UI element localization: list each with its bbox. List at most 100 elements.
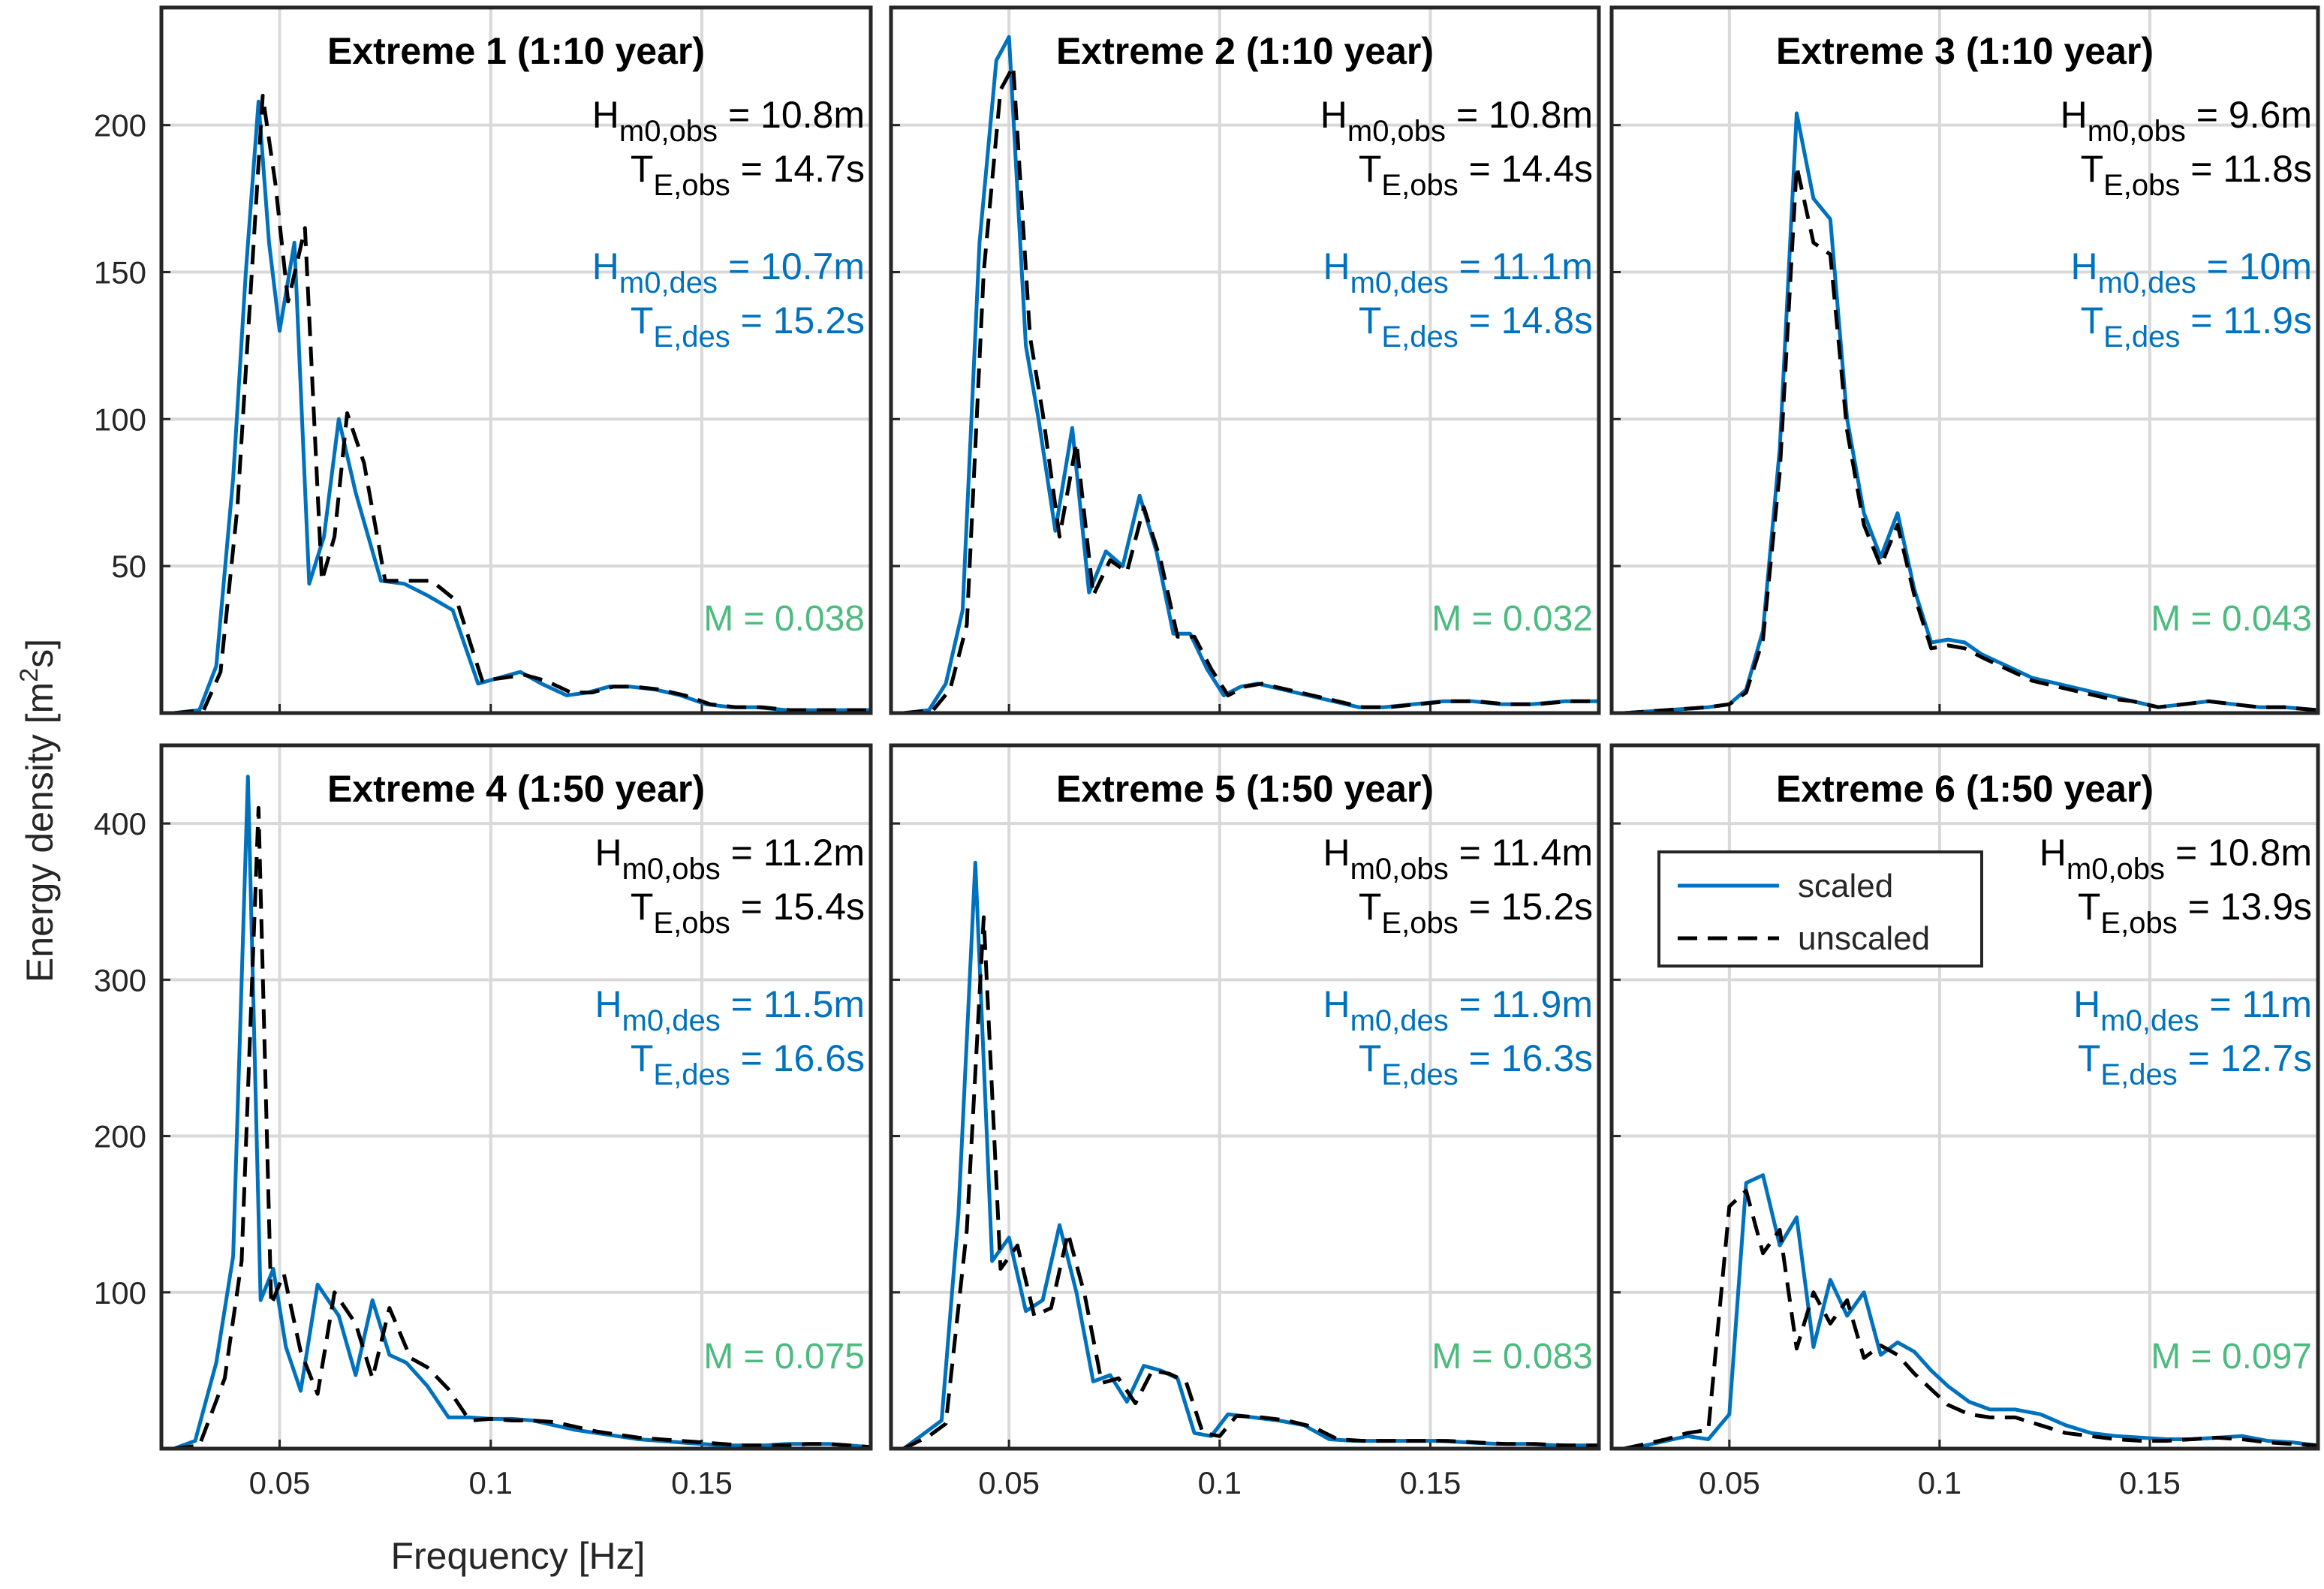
h-des-annotation: Hm0,des = 10.7m — [592, 245, 865, 299]
t-des-annotation-subscript: E,des — [653, 1058, 730, 1091]
panel-1: 50 100 150 200 Extreme 1 (1:10 year) Hm0,obs … — [94, 5, 873, 715]
series-unscaled-line — [903, 64, 1599, 715]
panel-2: Extreme 2 (1:10 year)Hm0,obs = 10.8mTE,o… — [889, 5, 1601, 715]
t-des-annotation-subscript: E,des — [1381, 321, 1458, 354]
y-axis-label-main: Energy density [m — [19, 682, 61, 983]
series-scaled-line — [173, 99, 871, 715]
h-obs-annotation: Hm0,obs = 10.8m — [592, 94, 865, 148]
x-tick-label: 0.15 — [2119, 1465, 2181, 1500]
t-obs-annotation-symbol: T — [631, 886, 654, 928]
h-des-annotation: Hm0,des = 11.5m — [595, 983, 865, 1037]
y-axis-label-tail: s] — [19, 639, 61, 668]
t-obs-annotation-symbol: T — [2078, 886, 2101, 928]
y-tick-label: 200 — [94, 1119, 146, 1154]
metric-annotation: M = 0.075 — [703, 1337, 865, 1377]
t-obs-annotation-symbol: T — [1359, 148, 1382, 190]
t-des-annotation-symbol: T — [631, 299, 654, 342]
h-obs-annotation-subscript: m0,obs — [2088, 115, 2186, 148]
h-des-annotation: Hm0,des = 11.1m — [1323, 245, 1593, 299]
h-des-annotation-value: = 11.5m — [721, 983, 865, 1025]
t-des-annotation-value: = 16.6s — [730, 1037, 865, 1079]
t-obs-annotation-subscript: E,obs — [653, 169, 730, 202]
y-tick-label: 300 — [94, 962, 146, 998]
h-des-annotation: Hm0,des = 10m — [2070, 245, 2312, 299]
x-tick-label: 0.1 — [1198, 1465, 1242, 1500]
y-tick-label: 100 — [94, 1275, 146, 1311]
h-obs-annotation-value: = 11.2m — [721, 832, 865, 874]
h-obs-annotation-symbol: H — [595, 832, 622, 874]
series-unscaled-line — [173, 805, 872, 1451]
x-tick-label: 0.05 — [978, 1465, 1040, 1500]
t-des-annotation-value: = 12.7s — [2178, 1037, 2312, 1079]
y-axis-label-sup: 2 — [15, 668, 44, 682]
h-obs-annotation-symbol: H — [592, 94, 619, 136]
series-scaled-line — [1624, 1173, 2319, 1451]
x-tick-label: 0.05 — [249, 1465, 311, 1500]
series-scaled-line — [902, 860, 1599, 1451]
t-des-annotation: TE,des = 11.9s — [2081, 299, 2312, 354]
h-des-annotation-symbol: H — [595, 983, 622, 1025]
panel-title: Extreme 5 (1:50 year) — [1056, 768, 1434, 810]
h-obs-annotation: Hm0,obs = 10.8m — [2040, 832, 2312, 886]
h-des-annotation-subscript: m0,des — [2100, 1004, 2199, 1037]
y-tick-label: 150 — [94, 255, 146, 290]
x-tick-label: 0.1 — [469, 1465, 513, 1500]
t-obs-annotation: TE,obs = 11.8s — [2081, 148, 2312, 202]
h-obs-annotation-symbol: H — [1323, 832, 1350, 874]
t-des-annotation-value: = 16.3s — [1459, 1037, 1593, 1079]
h-obs-annotation-value: = 9.6m — [2186, 94, 2312, 136]
t-des-annotation-symbol: T — [631, 1037, 654, 1079]
h-des-annotation-value: = 11.9m — [1449, 983, 1593, 1025]
t-obs-annotation: TE,obs = 14.4s — [1359, 148, 1593, 202]
h-obs-annotation: Hm0,obs = 11.4m — [1323, 832, 1593, 886]
t-des-annotation-symbol: T — [1359, 299, 1382, 342]
t-des-annotation-symbol: T — [2081, 299, 2104, 342]
panel-title: Extreme 4 (1:50 year) — [327, 768, 705, 810]
h-des-annotation: Hm0,des = 11.9m — [1323, 983, 1593, 1037]
panel-3: Extreme 3 (1:10 year)Hm0,obs = 9.6mTE,ob… — [1609, 5, 2320, 715]
t-obs-annotation-value: = 15.2s — [1459, 886, 1593, 928]
h-obs-annotation-value: = 11.4m — [1449, 832, 1593, 874]
t-obs-annotation-subscript: E,obs — [2103, 169, 2180, 202]
h-des-annotation-value: = 11m — [2199, 983, 2312, 1025]
h-des-annotation-value: = 10.7m — [718, 245, 865, 287]
t-des-annotation: TE,des = 12.7s — [2078, 1037, 2312, 1091]
metric-annotation: M = 0.097 — [2151, 1337, 2312, 1377]
panel-title: Extreme 2 (1:10 year) — [1056, 30, 1434, 72]
h-obs-annotation-value: = 10.8m — [1446, 94, 1593, 136]
panel-title: Extreme 6 (1:50 year) — [1776, 768, 2154, 810]
series-unscaled-line — [173, 94, 871, 715]
x-axis-label: Frequency [Hz] — [390, 1535, 645, 1577]
axes-frame — [159, 743, 873, 1451]
h-obs-annotation-value: = 10.8m — [2165, 832, 2312, 874]
t-des-annotation-value: = 14.8s — [1459, 299, 1593, 342]
t-obs-annotation-subscript: E,obs — [1381, 169, 1458, 202]
x-tick-label: 0.1 — [1918, 1465, 1961, 1500]
h-des-annotation-symbol: H — [2073, 983, 2100, 1025]
x-tick-label: 0.15 — [1400, 1465, 1462, 1500]
t-obs-annotation-value: = 14.7s — [730, 148, 865, 190]
axes-frame — [1609, 743, 2320, 1451]
metric-annotation: M = 0.083 — [1431, 1337, 1593, 1377]
legend-scaled-label: scaled — [1798, 868, 1893, 904]
h-des-annotation-subscript: m0,des — [622, 1004, 721, 1037]
panels-layer: 50 100 150 200 Extreme 1 (1:10 year) Hm0,obs … — [94, 5, 2320, 1500]
t-obs-annotation-symbol: T — [1359, 886, 1382, 928]
h-des-annotation-subscript: m0,des — [619, 266, 718, 299]
metric-annotation: M = 0.043 — [2151, 599, 2312, 639]
axes-frame — [1609, 5, 2320, 715]
t-obs-annotation: TE,obs = 15.4s — [631, 886, 865, 940]
t-obs-annotation-symbol: T — [631, 148, 654, 190]
y-tick-label: 100 — [94, 402, 146, 437]
x-tick-label: 0.05 — [1699, 1465, 1760, 1500]
legend-box — [1657, 850, 1983, 968]
t-des-annotation-subscript: E,des — [653, 321, 730, 354]
h-des-annotation-symbol: H — [1323, 245, 1350, 287]
t-obs-annotation-subscript: E,obs — [2100, 907, 2177, 940]
h-des-annotation-value: = 10m — [2196, 245, 2312, 287]
t-obs-annotation: TE,obs = 15.2s — [1359, 886, 1593, 940]
h-des-annotation-symbol: H — [592, 245, 619, 287]
t-obs-annotation-subscript: E,obs — [653, 907, 730, 940]
h-obs-annotation: Hm0,obs = 10.8m — [1320, 94, 1593, 148]
